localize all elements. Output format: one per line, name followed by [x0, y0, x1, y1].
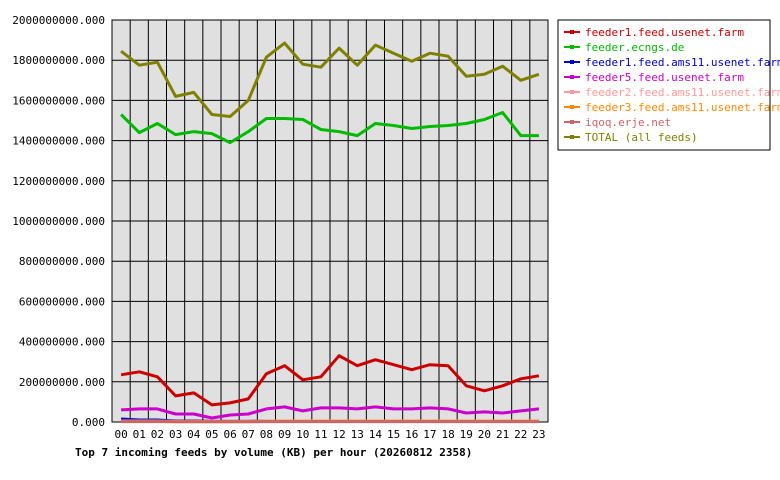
- chart-title: Top 7 incoming feeds by volume (KB) per …: [75, 446, 472, 459]
- y-tick-label: 1400000000.000: [12, 135, 105, 148]
- legend-label: feeder.ecngs.de: [585, 41, 684, 54]
- x-tick-label: 21: [496, 428, 509, 441]
- x-tick-label: 12: [332, 428, 345, 441]
- legend-label: TOTAL (all feeds): [585, 131, 698, 144]
- x-tick-label: 03: [169, 428, 182, 441]
- x-tick-label: 20: [478, 428, 491, 441]
- legend-label: feeder1.feed.usenet.farm: [585, 26, 744, 39]
- x-tick-label: 00: [114, 428, 127, 441]
- legend: feeder1.feed.usenet.farm feeder.ecngs.de f…: [557, 19, 780, 151]
- x-tick-label: 14: [369, 428, 383, 441]
- legend-marker: [570, 60, 574, 64]
- legend-label: iqoq.erje.net: [585, 116, 671, 129]
- legend-label: feeder1.feed.ams11.usenet.farm: [585, 56, 780, 69]
- y-tick-label: 200000000.000: [19, 376, 105, 389]
- legend-marker: [570, 30, 574, 34]
- x-tick-label: 01: [133, 428, 146, 441]
- y-tick-label: 1200000000.000: [12, 175, 105, 188]
- y-tick-label: 1800000000.000: [12, 54, 105, 67]
- legend-box: [557, 19, 771, 151]
- series-line-3: [121, 405, 540, 420]
- legend-marker: [570, 135, 574, 139]
- legend-marker: [570, 120, 574, 124]
- x-tick-label: 19: [460, 428, 473, 441]
- x-tick-label: 13: [351, 428, 364, 441]
- x-tick-label: 17: [423, 428, 436, 441]
- y-tick-label: 800000000.000: [19, 255, 105, 268]
- legend-label: feeder5.feed.usenet.farm: [585, 71, 744, 84]
- y-tick-label: 1600000000.000: [12, 94, 105, 107]
- x-tick-label: 02: [151, 428, 164, 441]
- x-tick-label: 11: [314, 428, 327, 441]
- x-axis-ticks: 00 01 02 03 04 05 06 07 08 09 10 11 12 13 14 15 16 17 18 19…: [114, 428, 545, 441]
- legend-marker: [570, 75, 574, 79]
- x-tick-label: 22: [514, 428, 527, 441]
- x-tick-label: 23: [532, 428, 545, 441]
- y-tick-label: 600000000.000: [19, 295, 105, 308]
- x-tick-label: 07: [242, 428, 255, 441]
- y-tick-label: 0.000: [72, 416, 105, 429]
- x-tick-label: 16: [405, 428, 418, 441]
- y-tick-label: 2000000000.000: [12, 14, 105, 27]
- series-line-7: [120, 41, 540, 118]
- x-tick-label: 06: [223, 428, 236, 441]
- x-tick-label: 04: [187, 428, 201, 441]
- legend-label: feeder3.feed.ams11.usenet.farm: [585, 101, 780, 114]
- x-tick-label: 08: [260, 428, 273, 441]
- series-line-1: [120, 111, 539, 145]
- x-tick-label: 05: [205, 428, 218, 441]
- y-tick-label: 400000000.000: [19, 336, 105, 349]
- x-tick-label: 18: [441, 428, 454, 441]
- y-axis-ticks: 0.000 200000000.000 400000000.000 600000000…: [12, 14, 105, 429]
- series-line-0: [120, 354, 540, 407]
- x-tick-label: 10: [296, 428, 309, 441]
- legend-marker: [570, 105, 574, 109]
- y-tick-label: 1000000000.000: [12, 215, 105, 228]
- x-tick-label: 09: [278, 428, 291, 441]
- gridlines: [111, 19, 549, 423]
- series-lines: [120, 41, 540, 424]
- x-tick-label: 15: [387, 428, 400, 441]
- legend-label: feeder2.feed.ams11.usenet.farm: [585, 86, 780, 99]
- legend-marker: [570, 90, 574, 94]
- legend-marker: [570, 45, 574, 49]
